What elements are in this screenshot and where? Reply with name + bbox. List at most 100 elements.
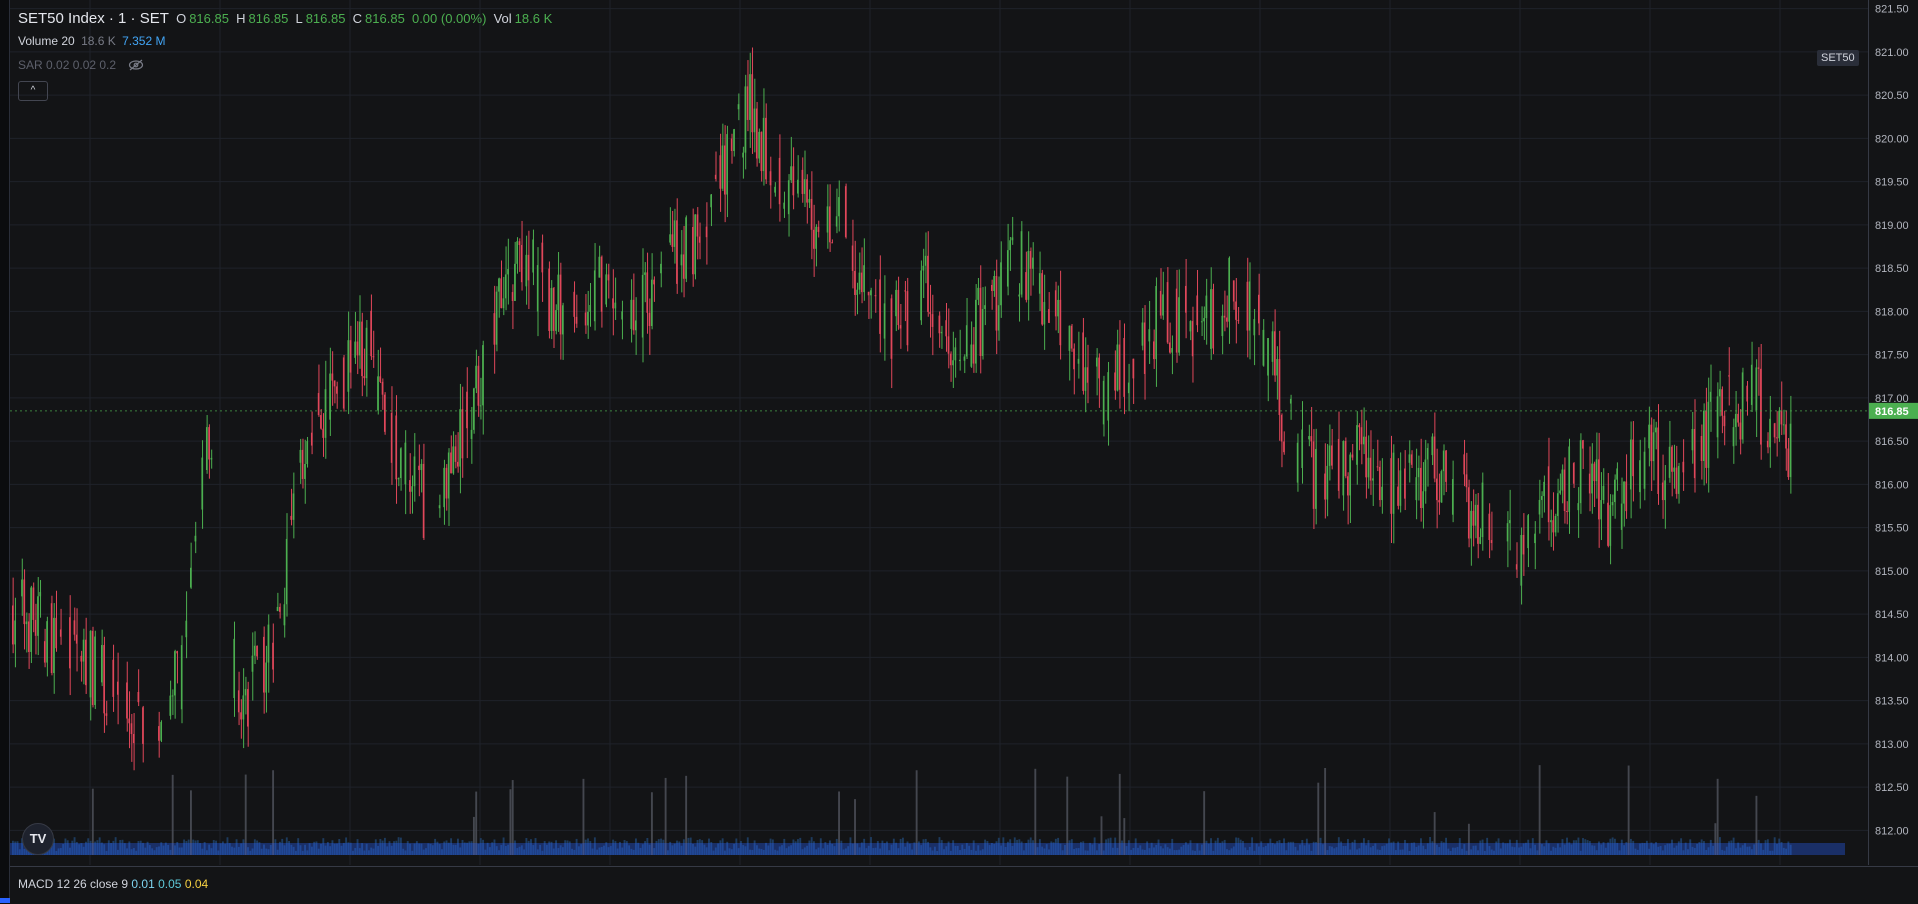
price-tick-label: 819.00	[1875, 220, 1909, 232]
volume-bar	[1273, 844, 1276, 855]
candle-body	[265, 662, 267, 693]
volume-bar	[411, 850, 414, 855]
candle-body	[409, 480, 411, 492]
volume-bar	[1296, 850, 1299, 855]
volume-bar	[1362, 838, 1365, 855]
candle-body	[949, 353, 952, 366]
volume-bar	[1789, 844, 1792, 855]
candle-body	[883, 303, 886, 339]
price-tick-label: 818.00	[1875, 306, 1909, 318]
candle-body	[1668, 446, 1671, 478]
candle-body	[1232, 280, 1235, 302]
candle-body	[621, 311, 623, 320]
candle-body	[1342, 441, 1345, 496]
candle-body	[1611, 502, 1614, 506]
volume-bar	[692, 843, 694, 855]
volume-bar	[952, 840, 955, 855]
volume-bar	[352, 850, 354, 855]
candle-body	[954, 347, 957, 361]
volume-bar	[1515, 839, 1518, 855]
candle-body	[1750, 364, 1753, 405]
candle-body	[452, 446, 455, 474]
volume-bar	[530, 839, 532, 855]
volume-bar	[183, 839, 186, 855]
volume-bar	[199, 843, 202, 855]
volume-bar	[1292, 841, 1295, 855]
collapse-legend-button[interactable]: ^	[18, 81, 48, 101]
volume-bar	[443, 841, 446, 855]
price-plot[interactable]	[10, 0, 1868, 865]
candle-body	[454, 446, 457, 462]
volume-bar	[1404, 839, 1406, 855]
candle-body	[1054, 290, 1057, 317]
volume-bar	[500, 845, 503, 855]
volume-bar	[1100, 816, 1103, 855]
symbol-title[interactable]: SET50 Index · 1 · SET	[18, 10, 169, 27]
candle-body	[1734, 413, 1737, 428]
candle-body	[803, 179, 806, 194]
volume-bar	[1582, 838, 1584, 855]
volume-bar	[1684, 842, 1687, 855]
candle-body	[1472, 510, 1475, 526]
volume-bar	[1121, 840, 1123, 855]
candle-body	[251, 655, 254, 672]
candle-body	[1563, 469, 1566, 512]
candle-body	[1650, 424, 1653, 462]
volume-bar	[986, 841, 989, 855]
last-price-label: 816.85	[1875, 406, 1909, 418]
volume-bar	[860, 842, 863, 855]
candle-body	[190, 567, 192, 588]
volume-bar	[516, 848, 519, 855]
volume-bar	[137, 840, 140, 855]
volume-bar	[1575, 840, 1578, 855]
volume-bar	[107, 840, 110, 855]
candle-body	[1527, 515, 1529, 549]
volume-bar	[580, 844, 583, 855]
candle-body	[721, 145, 724, 189]
candle-body	[1739, 422, 1742, 440]
volume-legend[interactable]: Volume 20 18.6 K 7.352 M	[18, 34, 168, 48]
volume-bar	[749, 849, 751, 855]
volume-bar	[920, 845, 923, 855]
volume-bar	[1269, 838, 1272, 855]
tradingview-logo[interactable]: TV	[22, 823, 54, 855]
macd-pane[interactable]: MACD 12 26 close 9 0.01 0.05 0.04	[10, 866, 1918, 904]
candle-body	[760, 131, 763, 172]
volume-bar	[949, 850, 952, 855]
volume-bar	[1780, 841, 1783, 855]
volume-bar	[635, 838, 637, 855]
volume-bar	[630, 848, 633, 855]
volume-bar	[98, 837, 101, 855]
volume-bar	[1413, 842, 1416, 855]
volume-bar	[1700, 839, 1703, 855]
candle-body	[1038, 273, 1041, 294]
volume-bar	[196, 840, 199, 855]
pane-resize-handle[interactable]	[0, 898, 10, 903]
candle-body	[1011, 237, 1014, 241]
candle-body	[1787, 448, 1790, 478]
candle-body	[753, 108, 756, 133]
volume-bar	[169, 849, 172, 855]
volume-bar	[299, 845, 302, 855]
volume-bar	[575, 838, 578, 855]
volume-bar	[879, 848, 882, 855]
volume-bar	[1753, 844, 1756, 855]
volume-bar	[1139, 845, 1142, 855]
volume-bar	[256, 840, 259, 855]
candle-body	[719, 155, 722, 189]
volume-bar	[815, 849, 818, 855]
volume-bar	[425, 848, 427, 855]
candle-body	[650, 279, 653, 326]
sar-legend[interactable]: SAR 0.02 0.02 0.2	[18, 58, 144, 72]
candle-body	[587, 311, 589, 326]
volume-bar	[1232, 846, 1235, 855]
candle-body	[856, 289, 859, 295]
volume-bar	[1032, 840, 1034, 855]
eye-hidden-icon[interactable]	[128, 59, 144, 71]
volume-bar	[1424, 849, 1427, 855]
candle-body	[874, 295, 877, 297]
volume-bar	[598, 847, 601, 855]
volume-bar	[1098, 844, 1101, 855]
price-axis[interactable]: 812.00 812.50 813.00 813.50 814.00 814.50 815.…	[1868, 0, 1918, 865]
volume-bar	[1036, 847, 1039, 855]
